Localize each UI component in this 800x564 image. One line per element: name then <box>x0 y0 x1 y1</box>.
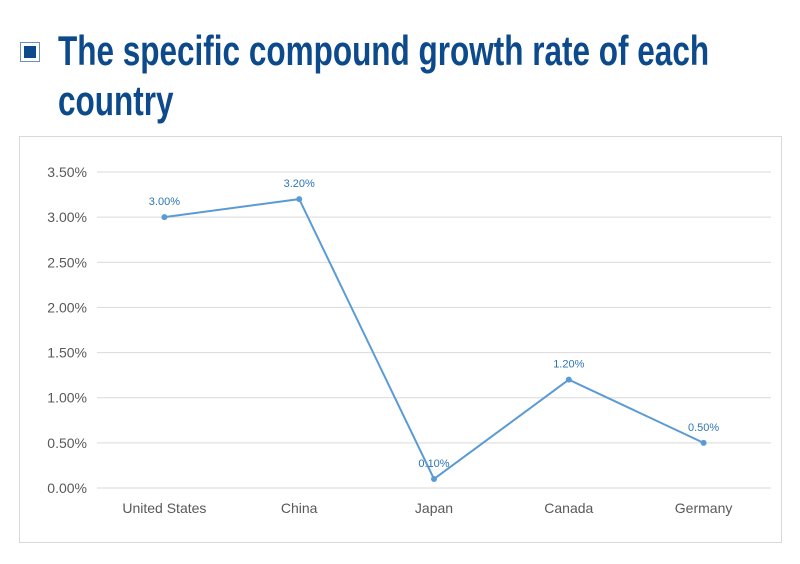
y-tick-label: 3.50% <box>47 164 87 180</box>
chart-area <box>19 136 782 543</box>
x-tick-label: China <box>281 500 318 516</box>
data-point <box>700 439 707 446</box>
y-tick-label: 0.00% <box>47 480 87 496</box>
data-label: 3.00% <box>149 196 180 208</box>
data-label: 0.50% <box>688 422 719 434</box>
square-bullet-icon <box>20 42 40 62</box>
data-label: 3.20% <box>284 178 315 190</box>
x-tick-label: Canada <box>544 500 593 516</box>
x-tick-label: United States <box>122 500 206 516</box>
page-title: The specific compound growth rate of eac… <box>58 27 710 124</box>
y-tick-label: 2.00% <box>47 299 87 315</box>
y-tick-label: 3.00% <box>47 209 87 225</box>
data-label: 0.10% <box>418 458 449 470</box>
x-tick-label: Germany <box>675 500 733 516</box>
x-tick-label: Japan <box>415 500 453 516</box>
series-line <box>164 197 705 481</box>
y-tick-label: 2.50% <box>47 254 87 270</box>
y-tick-label: 1.00% <box>47 390 87 406</box>
data-point <box>161 214 168 221</box>
data-point <box>296 196 303 203</box>
data-label: 1.20% <box>553 359 584 371</box>
y-tick-label: 0.50% <box>47 435 87 451</box>
y-tick-label: 1.50% <box>47 345 87 361</box>
data-point <box>565 376 572 383</box>
data-point <box>431 475 437 482</box>
